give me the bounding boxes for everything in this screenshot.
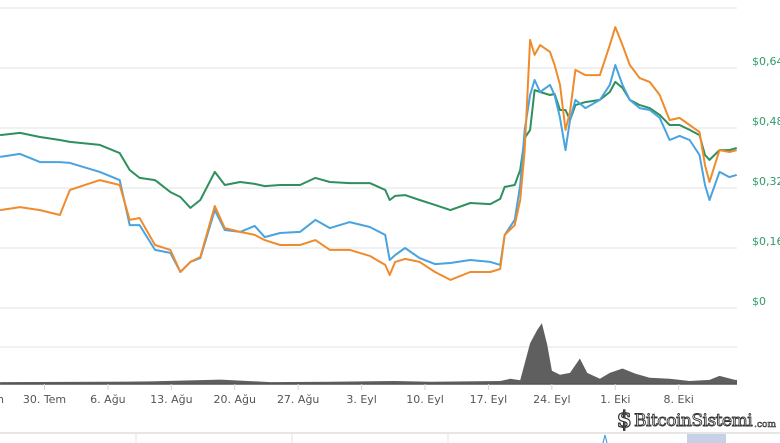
series-line-orange	[0, 26, 737, 281]
x-tick-label: 8. Eki	[664, 393, 694, 406]
x-tick-label-partial: n	[0, 393, 4, 406]
x-tick-label: 13. Ağu	[150, 393, 192, 406]
series-line-green	[0, 80, 737, 212]
watermark-suffix: .com	[754, 420, 776, 431]
navigator-selection[interactable]	[687, 434, 726, 443]
y-tick-label: $0,48	[752, 115, 780, 128]
bitcoin-s-icon: $	[616, 407, 633, 433]
x-tick-label: 3. Eyl	[346, 393, 377, 406]
x-tick-label: 30. Tem	[23, 393, 66, 406]
y-tick-label: $0,64	[752, 55, 780, 68]
navigator-series	[602, 434, 608, 443]
watermark-logo: $ BitcoinSistemi .com	[616, 407, 776, 433]
x-tick-label: 17. Eyl	[470, 393, 508, 406]
x-tick-label: 10. Eyl	[406, 393, 444, 406]
x-tick-label: 24. Eyl	[533, 393, 571, 406]
navigator[interactable]	[0, 432, 780, 443]
y-tick-label: $0,32	[752, 175, 780, 188]
x-tick-label: 1. Eki	[600, 393, 630, 406]
series-line-blue	[0, 64, 737, 273]
y-tick-label: $0	[752, 295, 766, 308]
x-tick-label: 27. Ağu	[277, 393, 319, 406]
volume-area	[0, 323, 738, 384]
x-tick-label: 20. Ağu	[214, 393, 256, 406]
x-tick-label: 6. Ağu	[90, 393, 125, 406]
watermark-name: BitcoinSistemi	[633, 411, 754, 432]
y-tick-label: $0,16	[752, 235, 780, 248]
